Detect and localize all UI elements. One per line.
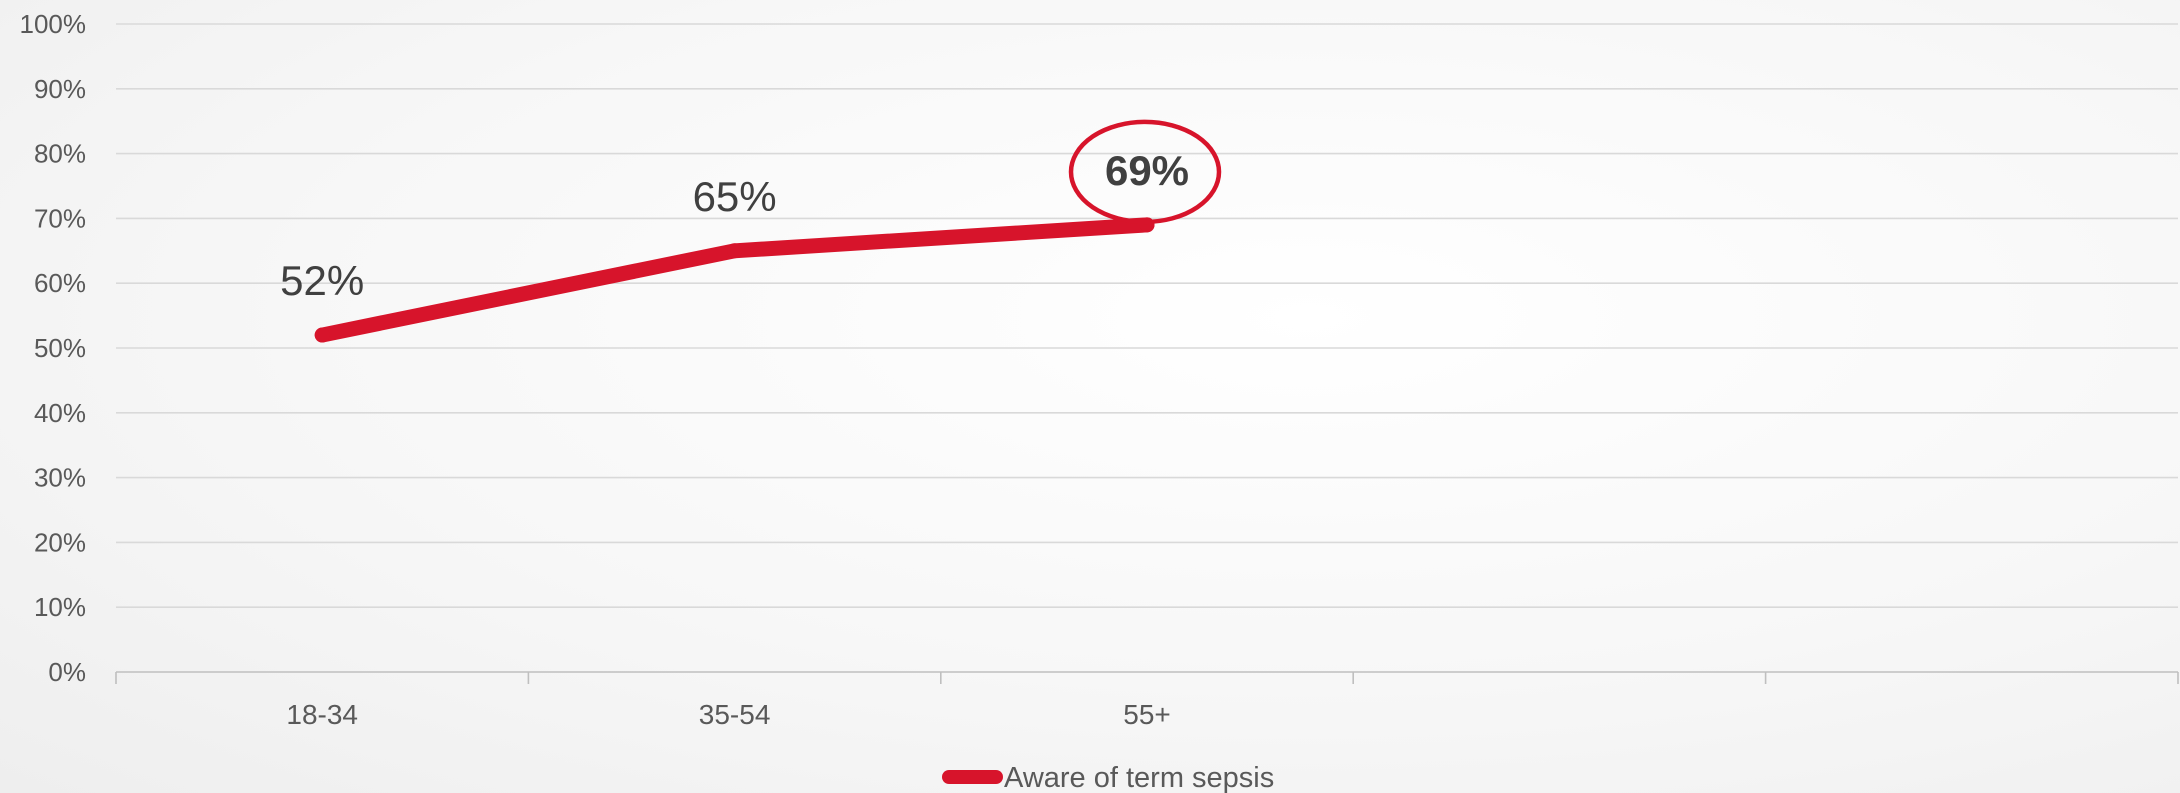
y-tick-label: 40%	[34, 398, 86, 428]
data-label: 65%	[693, 173, 777, 220]
data-label: 69%	[1105, 147, 1189, 194]
data-point	[727, 243, 743, 259]
data-label: 52%	[280, 257, 364, 304]
y-tick-label: 30%	[34, 463, 86, 493]
highlight-circle	[1068, 119, 1222, 225]
y-tick-label: 20%	[34, 527, 86, 557]
y-tick-label: 100%	[20, 9, 87, 39]
y-tick-label: 80%	[34, 139, 86, 169]
y-tick-label: 50%	[34, 333, 86, 363]
series-line-aware-of-term-sepsis	[314, 217, 1155, 343]
y-tick-label: 60%	[34, 268, 86, 298]
y-tick-label: 10%	[34, 592, 86, 622]
x-tick-label: 55+	[1123, 699, 1171, 730]
legend-label: Aware of term sepsis	[1004, 762, 1274, 793]
x-tick-label: 18-34	[286, 699, 358, 730]
y-tick-label: 0%	[48, 657, 86, 687]
y-tick-label: 70%	[34, 203, 86, 233]
x-tick-label: 35-54	[699, 699, 771, 730]
y-tick-label: 90%	[34, 74, 86, 104]
data-point	[314, 327, 330, 343]
